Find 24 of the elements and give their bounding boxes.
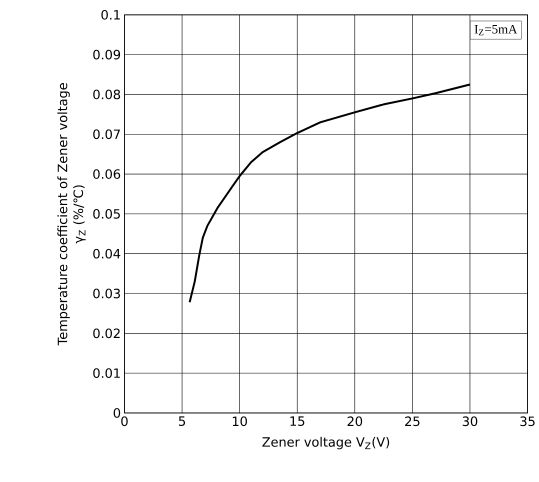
y-tick-label: 0.04: [93, 248, 120, 259]
x-axis-title: Zener voltage V$_{Z}$(V): [262, 436, 390, 450]
y-tick-label: 0.02: [93, 328, 120, 338]
y-tick-label: 0.01: [93, 368, 120, 378]
x-tick-label: 20: [348, 416, 362, 426]
y-tick-label: 0.08: [93, 90, 120, 100]
y-tick-label: 0.07: [93, 129, 120, 140]
line-series: [188, 83, 471, 304]
x-tick-label: 10: [232, 416, 247, 426]
x-tick-label: 15: [290, 416, 304, 426]
y-tick-label: 0: [114, 408, 120, 418]
x-tick-label: 25: [405, 416, 420, 426]
y-tick-label: 0.06: [93, 169, 120, 179]
x-tick-label: 35: [520, 416, 535, 426]
y-tick-label: 0.1: [101, 10, 120, 20]
x-tick-label: 30: [462, 416, 478, 426]
y-tick-label: 0.05: [93, 208, 120, 219]
text: γ$_{Z}$ (%/℃): [73, 185, 86, 244]
x-tick-label: 5: [178, 416, 186, 426]
annotation: I$_{Z}$=5mA: [474, 24, 518, 36]
y-tick-label: 0.09: [93, 50, 120, 60]
y-tick-label: 0.03: [93, 288, 120, 298]
text: Temperature coefficient of Zener voltage: [57, 83, 70, 346]
x-tick-label: 0: [121, 416, 128, 426]
